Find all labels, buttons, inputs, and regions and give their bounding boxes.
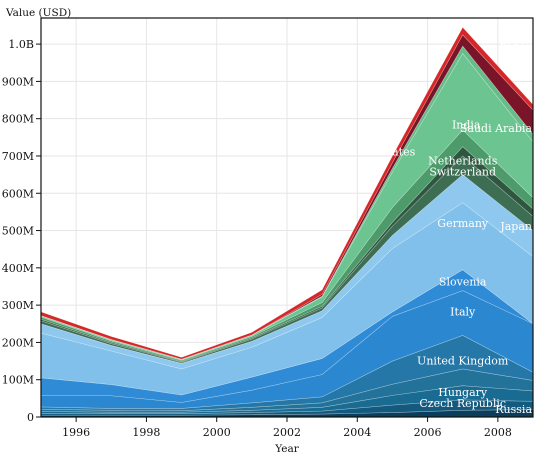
y-tick-label: 100M [2,374,34,387]
y-tick-label: 1.0B [8,38,34,51]
series-label: Czech Republic [419,397,506,410]
series-label: Italy [450,305,476,318]
series-label: Japan [499,220,532,233]
series-label: Brazil [499,38,532,51]
series-label: India [452,118,481,131]
x-axis-title: Year [274,443,299,455]
x-tick-label: 2002 [273,426,301,439]
x-tick-label: 2008 [484,426,512,439]
x-tick-label: 2000 [203,426,231,439]
y-axis-ticks: 0 100M 200M 300M 400M 500M 600M 700M 800M 900M 1.0… [2,38,41,424]
series-label: Switzerland [429,165,496,178]
series-label: United Kingdom [417,354,509,367]
series-label: Slovenia [439,276,487,289]
y-tick-label: 300M [2,299,34,312]
y-tick-label: 0 [27,411,34,424]
series-label: Hungary [438,386,488,399]
y-tick-label: 700M [2,150,34,163]
series-label: Russia [495,403,532,416]
series-label: States [380,145,415,158]
x-tick-label: 2006 [414,426,442,439]
series-label: Netherlands [428,154,498,167]
x-tick-label: 1998 [132,426,160,439]
y-tick-label: 900M [2,75,34,88]
y-tick-label: 500M [2,225,34,238]
x-tick-label: 2004 [343,426,371,439]
y-tick-label: 400M [2,262,34,275]
series-label: Saudi Arabia [460,122,533,135]
y-tick-label: 600M [2,187,34,200]
x-tick-label: 1996 [62,426,90,439]
x-axis-ticks: 1996 1998 2000 2002 2004 2006 2008 [62,417,512,439]
y-tick-label: 800M [2,113,34,126]
series-label: Germany [437,217,489,230]
y-axis-title: Value (USD) [5,7,71,19]
y-tick-label: 200M [2,336,34,349]
